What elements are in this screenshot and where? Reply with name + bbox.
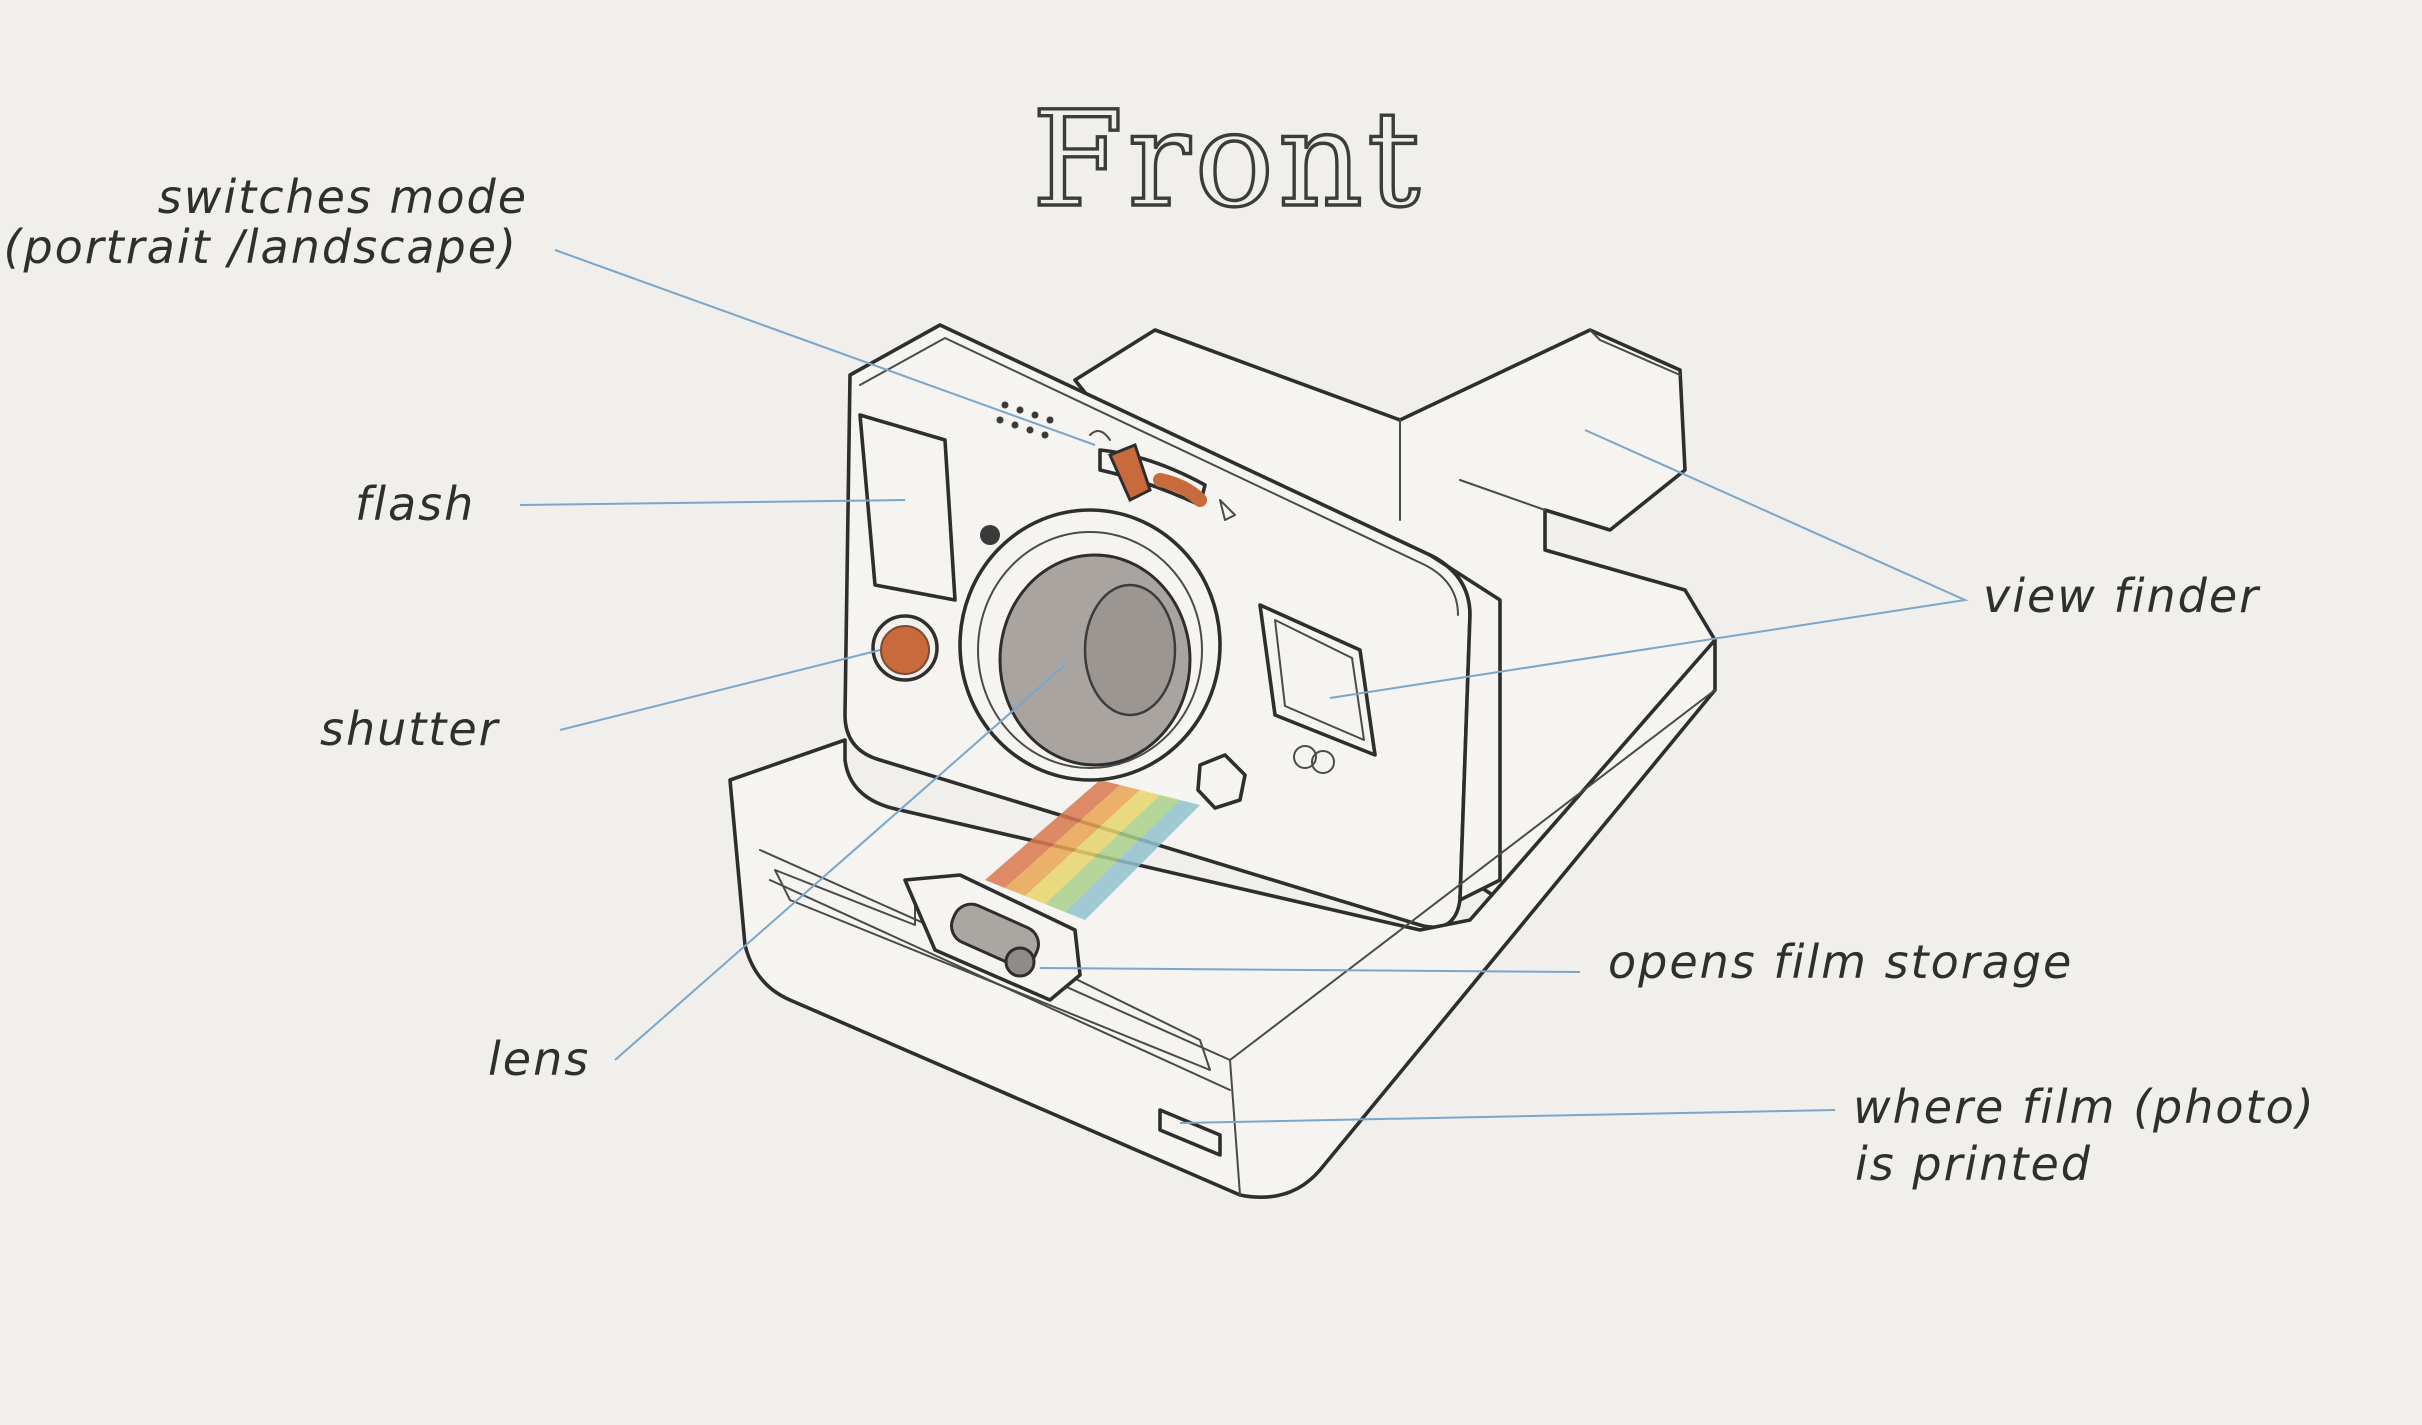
label-shutter: shutter (320, 702, 501, 756)
double-ring-icon (1293, 745, 1335, 774)
flash-window (858, 413, 957, 602)
label-lens: lens (488, 1032, 590, 1086)
rainbow-stripes (985, 780, 1200, 920)
mode-switch (1089, 430, 1236, 521)
viewfinder-window (1258, 603, 1377, 757)
label-view-finder: view finder (1983, 569, 2261, 623)
label-flash: flash (355, 477, 475, 531)
diagram-title: Front (1032, 83, 1424, 237)
label-mode-switch-line-2: (portrait /landscape) (4, 220, 519, 274)
label-film-storage: opens film storage (1608, 935, 2073, 989)
camera-base (728, 638, 1717, 1199)
camera-illustration (728, 323, 1717, 1199)
label-film-output-line-1: where film (photo) (1853, 1080, 2316, 1134)
callout-labels: switches mode (portrait /landscape) flas… (4, 170, 2316, 1191)
shutter-button (871, 614, 939, 682)
label-film-output-line-2: is printed (1855, 1137, 2092, 1191)
lens (958, 508, 1222, 782)
leader-lines (519, 249, 1969, 1124)
timer-button (1196, 753, 1247, 810)
label-mode-switch-line-1: switches mode (158, 170, 528, 224)
speaker-dots (996, 401, 1054, 439)
